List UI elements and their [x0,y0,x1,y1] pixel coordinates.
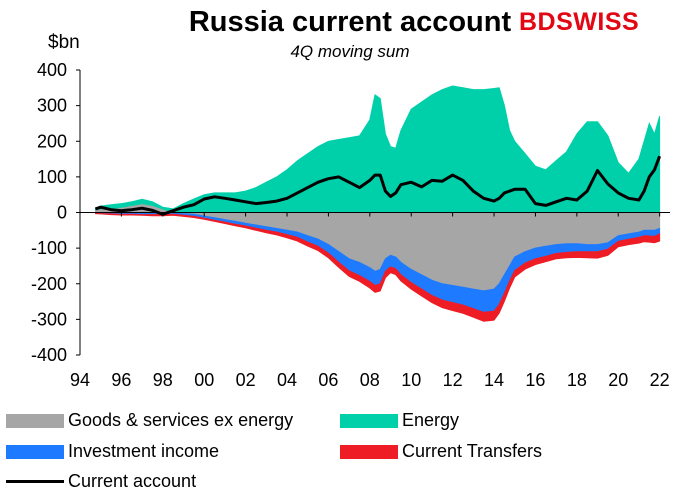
legend-swatch-current-account [6,480,64,483]
y-tick-label: 400 [37,60,67,80]
y-tick-label: 0 [57,203,67,223]
legend-label-goods: Goods & services ex energy [68,410,294,430]
y-tick-label: 300 [37,96,67,116]
x-tick-label: 16 [525,370,545,390]
y-tick-label: 100 [37,167,67,187]
y-tick-label: -200 [31,274,67,294]
legend-swatch-investment [6,444,64,459]
legend-swatch-transfers [340,444,398,459]
y-axis: 400 300 200 100 0 -100 -200 -300 -400 [31,60,81,365]
x-tick-label: 22 [650,370,670,390]
x-tick-label: 98 [153,370,173,390]
legend-swatch-goods [6,413,64,428]
x-tick-label: 96 [111,370,131,390]
x-tick-label: 94 [70,370,90,390]
x-tick-label: 02 [236,370,256,390]
x-tick-label: 18 [567,370,587,390]
y-tick-label: -300 [31,309,67,329]
x-tick-label: 00 [194,370,214,390]
legend-investment-income: Investment income [6,441,219,462]
line-current-account [95,155,662,216]
x-tick-label: 04 [277,370,297,390]
area-current-transfers [95,212,661,322]
y-tick-label: -400 [31,345,67,365]
area-energy [95,85,661,213]
legend-label-energy: Energy [402,410,460,430]
x-tick-label: 12 [443,370,463,390]
x-axis: 94 96 98 00 02 04 06 08 10 12 14 16 18 20 22 [70,212,670,390]
legend-swatch-energy [340,413,398,428]
x-tick-label: 14 [484,370,504,390]
chart-areas [95,85,661,322]
bdswiss-logo: BDSWISS [519,8,640,36]
x-tick-label: 08 [360,370,380,390]
legend-energy: Energy [340,410,459,431]
y-tick-label: -100 [31,238,67,258]
chart-subtitle: 4Q moving sum [290,42,410,61]
y-tick-label: 200 [37,131,67,151]
y-axis-unit: $bn [48,32,80,53]
legend-current-transfers: Current Transfers [340,441,542,462]
x-tick-label: 10 [401,370,421,390]
x-tick-label: 06 [318,370,338,390]
legend-label-investment: Investment income [68,441,220,461]
chart-lines [95,155,662,216]
legend-label-current-account: Current account [68,471,197,491]
legend-current-account: Current account [6,471,196,492]
legend-goods-services: Goods & services ex energy [6,410,293,431]
legend-label-transfers: Current Transfers [402,441,543,461]
chart-title: Russia current account [188,6,512,38]
x-tick-label: 20 [608,370,628,390]
